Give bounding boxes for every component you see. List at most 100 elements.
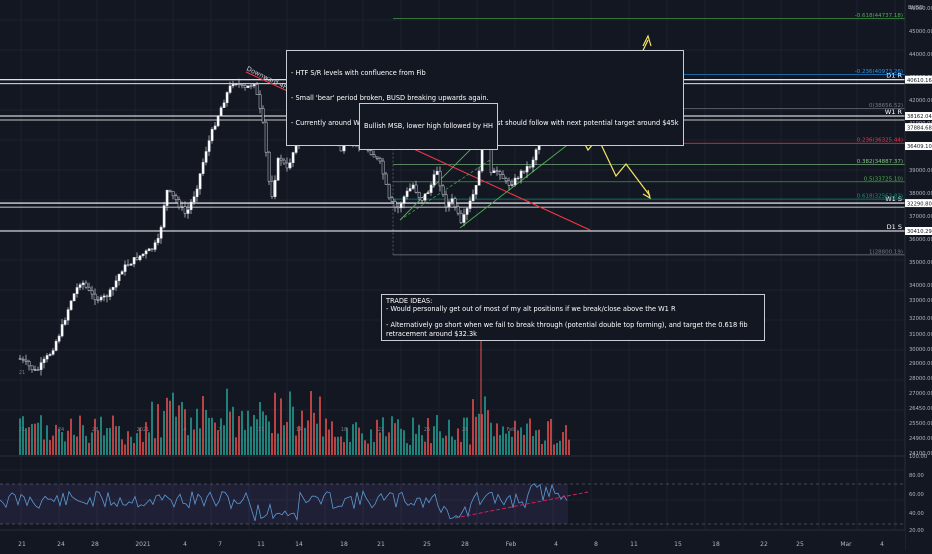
volume-bar — [88, 442, 90, 455]
volume-bar — [550, 418, 552, 455]
candle-body — [192, 196, 196, 203]
price-axis-tick: 38000.00 — [909, 191, 932, 197]
candle-body — [438, 170, 442, 187]
volume-bar — [142, 441, 144, 455]
volume-bar — [538, 429, 540, 455]
candle-body — [384, 173, 388, 185]
volume-bar — [457, 428, 459, 455]
volume-bar — [469, 444, 471, 455]
candle-body — [531, 159, 535, 168]
htf-note-line-2: - Small 'bear' period broken, BUSD break… — [291, 94, 489, 103]
volume-bar — [196, 408, 198, 455]
price-axis-tick: 45000.00 — [909, 29, 932, 35]
candle-body — [186, 209, 190, 214]
candle-body — [21, 358, 25, 361]
candle-body — [90, 290, 94, 295]
volume-bar — [247, 410, 249, 455]
volume-bar — [379, 432, 381, 455]
volume-bar — [532, 435, 534, 455]
price-axis-tick: 27000.00 — [909, 391, 932, 397]
candle-body — [201, 162, 205, 174]
time-axis-tick: 15 — [674, 541, 682, 548]
volume-bar — [442, 437, 444, 455]
volume-bar — [460, 441, 462, 455]
candle-body — [495, 170, 499, 172]
price-axis-tick: 36000.00 — [909, 237, 932, 243]
candle-body — [414, 184, 418, 193]
fib-label: 0.618(32562.83) — [857, 194, 903, 200]
candle-body — [63, 320, 67, 325]
candle-body — [273, 179, 277, 197]
candle-body — [183, 206, 187, 214]
volume-bar — [64, 441, 66, 455]
candle-body — [42, 358, 46, 363]
candle-body — [294, 145, 298, 153]
volume-bar — [169, 400, 171, 455]
projection-up-arrow — [642, 34, 652, 47]
volume-bar — [316, 423, 318, 455]
fib-label: -0.236(40973.26) — [855, 69, 903, 75]
volume-bar — [541, 443, 543, 455]
volume-bar — [502, 426, 504, 455]
candle-body — [516, 177, 520, 180]
candle-body — [501, 174, 505, 179]
time-axis[interactable]: 21 24 28 2021 4 7 11 14 18 21 25 28 Feb 4 8 11 15 18 22 25 M… — [0, 370, 905, 550]
volume-bar — [262, 411, 264, 455]
candle-body — [528, 166, 532, 168]
volume-bar — [451, 436, 453, 455]
volume-bar — [313, 412, 315, 455]
volume-bar — [136, 433, 138, 455]
candle-body — [279, 157, 283, 161]
volume-bar — [229, 411, 231, 455]
volume-bar — [325, 418, 327, 455]
volume-bar — [331, 421, 333, 455]
d1-s-label: D1 S — [887, 223, 902, 231]
volume-bar — [214, 422, 216, 455]
candle-body — [435, 170, 439, 175]
fib-price-tag: 36409.10 — [907, 144, 932, 150]
volume-bar — [418, 424, 420, 455]
candle-body — [204, 151, 208, 163]
price-axis-tick: 37000.00 — [909, 214, 932, 220]
trade-ideas-note: TRADE IDEAS: - Would personally get out … — [381, 294, 765, 341]
candle-body — [456, 206, 460, 214]
price-axis-tick: 24100.00 — [909, 451, 932, 457]
candle-body — [282, 159, 286, 164]
candle-body — [225, 92, 229, 104]
fib-label: -0.618(44737.18) — [855, 13, 903, 19]
volume-bar — [280, 398, 282, 455]
time-axis-tick: 7 — [218, 541, 222, 548]
time-axis-tick: 22 — [760, 541, 768, 548]
htf-note-line-1: - HTF S/R levels with confluence from Fi… — [291, 69, 426, 78]
candle-body — [291, 152, 295, 163]
candle-body — [375, 156, 379, 159]
volume-bar — [118, 426, 120, 455]
volume-bar — [157, 404, 159, 455]
candle-body — [447, 201, 451, 208]
volume-bar — [361, 433, 363, 455]
volume-bar — [286, 421, 288, 455]
volume-bar — [205, 409, 207, 455]
volume-axis-tick: 28 — [92, 427, 98, 433]
volume-bar — [151, 401, 153, 455]
volume-bar — [349, 441, 351, 455]
time-axis-tick: 28 — [91, 541, 99, 548]
volume-bar — [484, 396, 486, 455]
volume-bar — [439, 431, 441, 455]
time-axis-tick: 8 — [594, 541, 598, 548]
candle-body — [144, 250, 148, 255]
candle-body — [51, 350, 55, 355]
volume-bar — [433, 426, 435, 455]
candle-body — [210, 129, 214, 141]
volume-bar — [124, 444, 126, 455]
volume-bar — [175, 416, 177, 455]
volume-bar — [475, 416, 477, 455]
volume-bar — [535, 430, 537, 455]
price-axis[interactable]: 46000.0045000.0044000.0043000.0042000.00… — [904, 0, 932, 550]
volume-bar — [202, 396, 204, 455]
volume-bar — [52, 435, 54, 455]
candle-body — [132, 257, 136, 265]
volume-bar — [382, 417, 384, 455]
candle-body — [18, 358, 22, 360]
